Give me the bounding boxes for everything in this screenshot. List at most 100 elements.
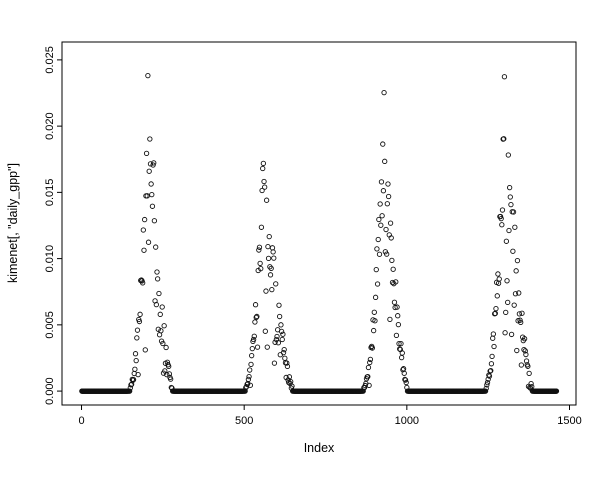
data-point xyxy=(492,310,498,317)
data-point xyxy=(514,257,521,264)
data-point xyxy=(274,333,280,340)
data-point xyxy=(149,191,155,198)
data-point xyxy=(154,269,160,275)
data-point xyxy=(264,344,270,350)
data-point xyxy=(128,382,134,388)
data-point xyxy=(392,304,398,311)
data-point xyxy=(291,388,298,394)
data-point xyxy=(166,371,173,377)
data-point xyxy=(388,235,394,241)
data-point xyxy=(393,279,399,285)
data-point xyxy=(379,213,385,219)
data-point xyxy=(127,388,133,394)
data-point xyxy=(503,309,509,316)
y-tick-label: 0.010 xyxy=(44,245,56,273)
data-point xyxy=(491,343,497,350)
data-point xyxy=(393,332,400,338)
data-point xyxy=(506,227,512,234)
data-point xyxy=(289,383,295,389)
data-point xyxy=(387,316,393,323)
data-point xyxy=(267,272,274,278)
data-point xyxy=(489,353,495,360)
data-point xyxy=(488,368,494,374)
data-point xyxy=(160,340,166,347)
data-point xyxy=(280,349,287,356)
data-point xyxy=(168,376,174,382)
data-point xyxy=(135,371,141,378)
data-point xyxy=(275,340,281,346)
data-point xyxy=(365,373,371,380)
data-point xyxy=(248,361,254,368)
data-point xyxy=(143,150,150,157)
data-point xyxy=(398,354,405,361)
data-point xyxy=(247,382,254,388)
data-point xyxy=(385,181,391,187)
data-point xyxy=(508,331,515,338)
data-point xyxy=(284,360,290,366)
data-point xyxy=(133,357,139,364)
data-point xyxy=(153,301,159,308)
data-point xyxy=(134,335,140,341)
data-point xyxy=(132,366,138,372)
data-point xyxy=(381,89,387,96)
data-point xyxy=(263,288,269,294)
data-point xyxy=(374,246,380,252)
data-point xyxy=(490,335,496,341)
data-point xyxy=(484,379,491,386)
data-point xyxy=(141,247,147,253)
data-point xyxy=(288,378,294,385)
data-point xyxy=(380,141,386,147)
data-point xyxy=(402,376,408,383)
data-point xyxy=(378,179,385,185)
data-point xyxy=(483,385,489,392)
data-point xyxy=(271,255,277,261)
data-point xyxy=(273,281,279,287)
data-point xyxy=(531,388,538,394)
data-point xyxy=(254,313,260,320)
data-point xyxy=(281,347,287,353)
data-point xyxy=(397,346,403,352)
y-tick-label: 0.005 xyxy=(44,311,56,339)
data-point xyxy=(507,194,513,200)
data-point xyxy=(266,233,272,240)
data-point xyxy=(140,280,146,286)
data-point xyxy=(510,209,517,215)
data-point xyxy=(280,331,286,337)
data-point xyxy=(249,345,255,352)
data-point xyxy=(514,347,520,354)
data-point xyxy=(384,251,390,257)
data-point xyxy=(488,361,495,367)
data-point xyxy=(245,376,252,383)
data-point xyxy=(498,216,504,222)
data-point xyxy=(516,290,522,296)
data-point xyxy=(523,351,529,358)
data-point xyxy=(395,321,402,328)
data-point xyxy=(389,257,395,263)
data-point xyxy=(503,238,510,244)
data-point xyxy=(494,293,500,299)
data-point xyxy=(256,244,263,250)
data-point xyxy=(493,305,499,312)
data-point xyxy=(513,268,519,274)
data-point xyxy=(163,344,169,351)
data-point xyxy=(154,276,161,282)
data-point xyxy=(375,236,381,243)
data-point xyxy=(499,222,505,228)
data-point xyxy=(391,299,398,305)
data-point xyxy=(148,181,154,187)
data-point xyxy=(151,160,157,166)
data-point xyxy=(374,281,381,287)
x-tick-label: 1000 xyxy=(395,415,419,427)
data-point xyxy=(262,328,268,334)
data-point xyxy=(497,213,504,220)
data-point xyxy=(269,287,275,293)
data-point xyxy=(249,353,255,359)
data-point xyxy=(390,266,396,272)
data-point xyxy=(164,371,170,378)
data-point xyxy=(512,291,519,297)
data-point xyxy=(510,248,516,254)
data-points xyxy=(79,73,560,394)
data-point xyxy=(371,309,377,315)
data-point xyxy=(366,382,372,389)
